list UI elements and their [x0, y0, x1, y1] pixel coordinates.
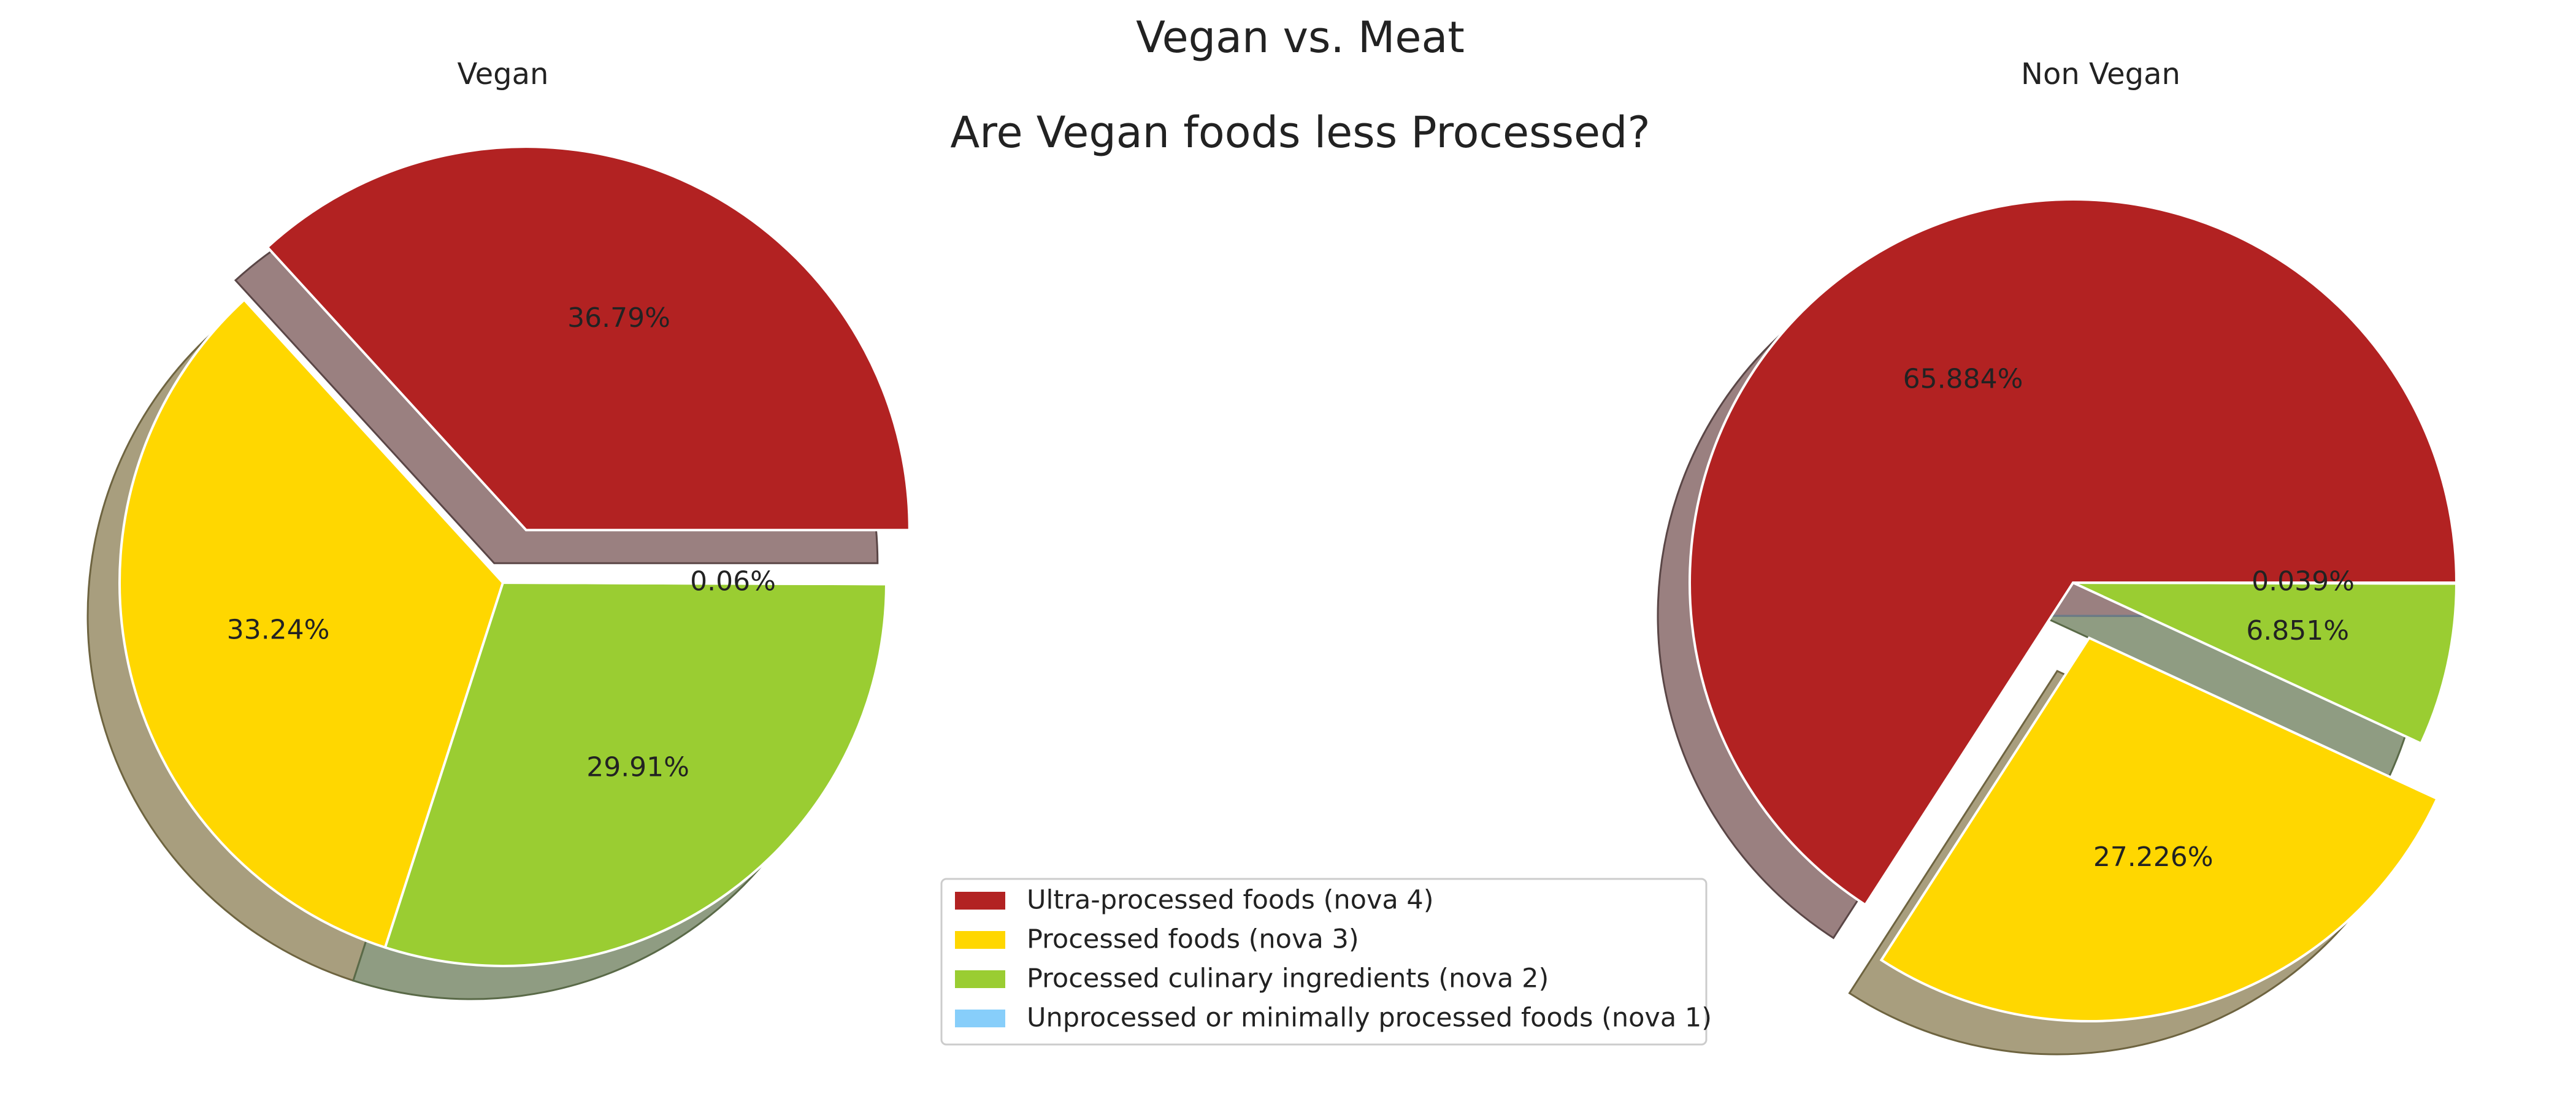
pie-slice-label: 33.24%	[227, 615, 330, 646]
legend-label: Ultra-processed foods (nova 4)	[1027, 885, 1434, 916]
legend: Ultra-processed foods (nova 4) Processed…	[940, 878, 1712, 1046]
pie-vegan: Vegan 36.79% 33.24% 29.91% 0.06%	[86, 57, 911, 1000]
legend-swatch	[955, 1010, 1005, 1027]
pie-slice-label: 0.06%	[690, 566, 776, 597]
pie-slice	[266, 145, 911, 532]
pie-slice	[1689, 198, 2458, 907]
legend-item: Ultra-processed foods (nova 4)	[955, 885, 1434, 916]
pie-slice	[1879, 636, 2439, 1022]
pie-slice	[2072, 581, 2458, 745]
legend-item: Processed foods (nova 3)	[955, 924, 1359, 955]
pie-slice	[118, 297, 505, 949]
pie-non-vegan-title: Non Vegan	[2021, 57, 2180, 91]
pie-non-vegan: Non Vegan 65.884% 27.226% 6.851% 0.039%	[1657, 57, 2458, 1056]
pie-slice-label: 6.851%	[2246, 615, 2349, 646]
pie-slice	[383, 581, 888, 967]
legend-swatch	[955, 892, 1005, 910]
pie-slice	[2072, 581, 2458, 585]
legend-swatch	[955, 970, 1005, 988]
pie-vegan-wedges	[118, 145, 911, 967]
pie-non-vegan-labels: 65.884% 27.226% 6.851% 0.039%	[1903, 364, 2355, 873]
chart-title: Vegan vs. Meat	[1136, 12, 1465, 63]
legend-swatch	[955, 931, 1005, 949]
legend-label: Unprocessed or minimally processed foods…	[1027, 1003, 1712, 1033]
pie-slice-label: 27.226%	[2093, 841, 2214, 873]
legend-label: Processed foods (nova 3)	[1027, 924, 1359, 955]
pie-slice-label: 0.039%	[2252, 566, 2355, 597]
pie-slice	[502, 581, 888, 586]
pie-non-vegan-wedges	[1689, 198, 2458, 1022]
pie-slice-label: 65.884%	[1903, 364, 2023, 395]
pie-slice-label: 36.79%	[567, 302, 670, 334]
pie-slice-label: 29.91%	[586, 752, 689, 783]
legend-label: Processed culinary ingredients (nova 2)	[1027, 964, 1549, 994]
legend-item: Unprocessed or minimally processed foods…	[955, 1003, 1712, 1033]
pie-vegan-labels: 36.79% 33.24% 29.91% 0.06%	[227, 302, 776, 783]
legend-item: Processed culinary ingredients (nova 2)	[955, 964, 1549, 994]
pie-vegan-title: Vegan	[458, 57, 549, 91]
legend-frame	[940, 878, 1708, 1046]
chart-subtitle: Are Vegan foods less Processed?	[950, 107, 1650, 158]
